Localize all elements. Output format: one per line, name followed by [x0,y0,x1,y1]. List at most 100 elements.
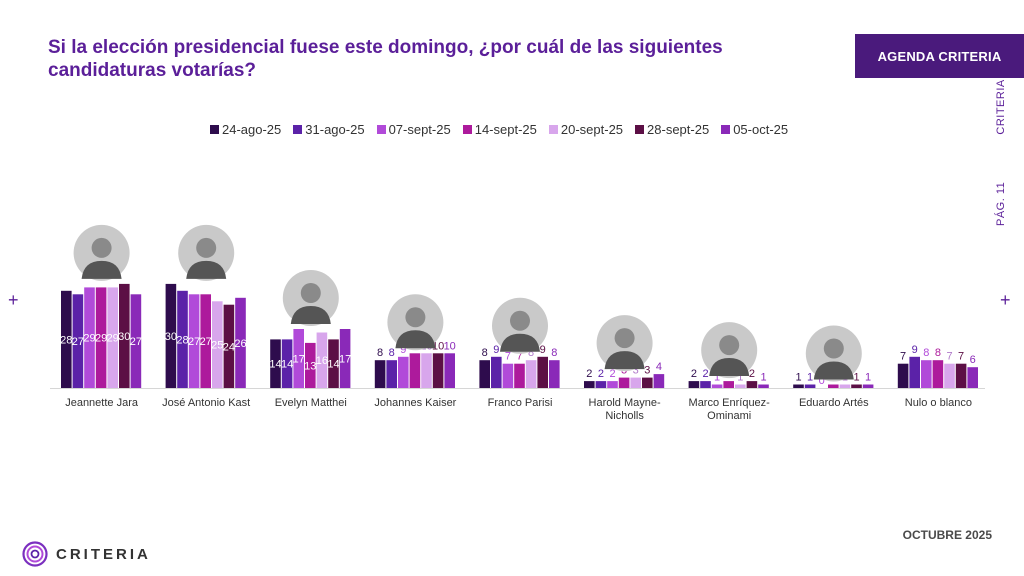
bar [932,360,944,388]
data-label: 9 [493,344,499,356]
bar [491,356,502,388]
data-label: 29 [95,333,107,345]
bar [130,294,142,388]
data-label: 26 [234,338,246,350]
data-label: 10 [444,340,456,352]
category-label: Eduardo Artés [798,397,869,409]
legend-label: 28-sept-25 [647,121,710,137]
legend-item: 28-sept-25 [635,121,709,137]
data-label: 17 [293,354,305,366]
bar [316,332,328,388]
bar [107,287,118,388]
candidate-photo [387,294,444,351]
data-label: 30 [118,331,130,343]
data-label: 2 [691,368,697,380]
page-title: Si la elección presidencial fuese este d… [48,37,723,81]
bar [479,360,490,388]
side-brand: CRITERIA [995,79,1007,135]
bar [584,381,595,388]
data-label: 2 [598,368,604,380]
bar [955,363,967,388]
bar [804,384,816,388]
candidate-photo [73,224,130,281]
bar [735,384,746,388]
logo-text: CRITERIA [56,545,151,563]
data-label: 9 [400,344,406,356]
bar [537,356,548,388]
bar [642,377,653,388]
legend-label: 20-sept-25 [560,121,624,137]
criteria-logo: CRITERIA [22,541,151,567]
category-label: Johannes Kaiser [374,397,457,409]
bar [374,360,386,388]
category-label: Nulo o blanco [904,397,973,409]
candidate-photo [596,315,653,372]
legend-swatch [548,124,558,134]
bar [328,339,339,388]
data-label: 8 [923,347,929,359]
data-label: 25 [211,340,223,352]
bar [793,384,804,388]
data-label: 9 [540,344,546,356]
bar [235,297,246,388]
data-label: 7 [946,351,952,363]
bar [305,342,316,388]
bar [828,384,839,388]
legend-item: 05-oct-25 [721,121,788,137]
data-label: 2 [609,368,615,380]
page-number: PÁG. 11 [995,181,1007,226]
legend-item: 24-ago-25 [210,121,281,137]
legend-label: 05-oct-25 [733,121,789,137]
data-label: 8 [528,347,534,359]
bar [200,294,211,388]
data-label: 2 [586,368,592,380]
bar [61,290,72,388]
right-plus-mark: + [1000,290,1011,310]
data-label: 29 [107,333,119,345]
legend-swatch [462,124,472,134]
data-label: 3 [633,365,639,377]
candidate-photo [701,322,758,379]
legend-label: 14-sept-25 [474,121,537,137]
criteria-logo-icon [22,541,48,567]
data-label: 1 [760,372,766,384]
data-label: 14 [269,359,281,371]
bar [398,356,409,388]
bar [851,384,862,388]
bar [630,377,641,388]
bar [95,287,107,388]
bar [700,381,711,388]
legend-label: 31-ago-25 [305,121,365,137]
data-label: 8 [377,347,383,359]
bar [386,360,397,388]
bar [281,339,293,388]
bar [897,363,909,388]
category-label: Harold Mayne-Nicholls [588,397,661,422]
bar [967,367,978,388]
bar [421,353,432,388]
data-label: 7 [516,351,522,363]
data-label: 8 [551,347,557,359]
data-label: 8 [935,347,941,359]
bar [549,360,560,388]
bar [618,377,630,388]
bar [525,360,537,388]
bar [839,384,851,388]
data-label: 7 [900,351,906,363]
bar [909,356,920,388]
bar [921,360,932,388]
category-label: Evelyn Matthei [274,397,347,409]
data-label: 28 [60,334,72,346]
legend-item: 14-sept-25 [462,121,537,137]
data-label: 10 [432,340,444,352]
legend-item: 07-sept-25 [376,121,451,137]
category-label: Marco Enríquez-Ominami [688,397,770,422]
data-label: 28 [176,334,188,346]
data-label: 27 [188,336,200,348]
candidate-photo [282,270,339,326]
data-label: 24 [223,341,235,353]
legend-swatch [376,124,386,134]
data-label: 1 [714,372,720,384]
bar [653,374,665,388]
